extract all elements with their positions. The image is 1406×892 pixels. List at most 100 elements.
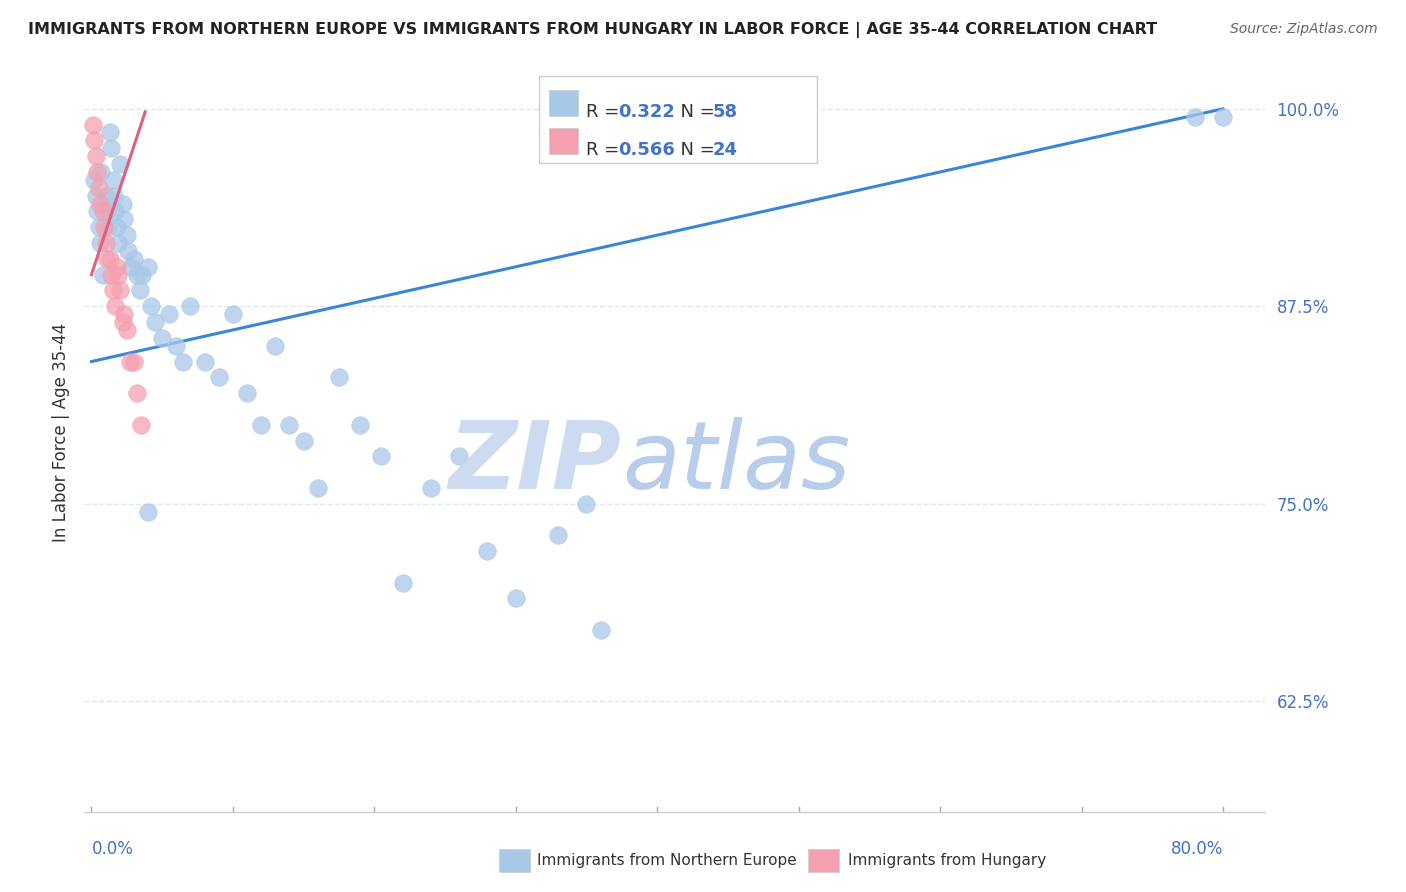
Point	[98, 252, 121, 266]
Point	[128, 284, 150, 298]
Text: R =: R =	[586, 141, 626, 159]
Text: Immigrants from Hungary: Immigrants from Hungary	[848, 854, 1046, 868]
Point	[112, 212, 135, 227]
Point	[328, 370, 350, 384]
Bar	[548, 90, 578, 116]
Y-axis label: In Labor Force | Age 35-44: In Labor Force | Age 35-44	[52, 323, 70, 542]
Point	[98, 126, 121, 140]
Point	[391, 575, 413, 590]
Point	[136, 505, 159, 519]
Point	[82, 118, 104, 132]
Point	[236, 386, 259, 401]
Point	[115, 323, 138, 337]
Point	[165, 339, 187, 353]
Point	[89, 196, 111, 211]
Text: 0.566: 0.566	[619, 141, 675, 159]
Point	[105, 260, 128, 274]
Point	[1184, 110, 1206, 124]
FancyBboxPatch shape	[538, 77, 817, 163]
Point	[107, 268, 129, 282]
Point	[112, 307, 135, 321]
Point	[94, 235, 117, 250]
Point	[111, 315, 134, 329]
Point	[120, 260, 142, 274]
Point	[84, 188, 107, 202]
Text: 58: 58	[713, 103, 738, 120]
Point	[104, 204, 127, 219]
Point	[278, 417, 301, 432]
Point	[107, 235, 129, 250]
Text: Source: ZipAtlas.com: Source: ZipAtlas.com	[1230, 22, 1378, 37]
Point	[90, 165, 112, 179]
Point	[118, 354, 141, 368]
Point	[91, 268, 114, 282]
Point	[96, 252, 118, 266]
Point	[505, 591, 527, 606]
Point	[101, 284, 124, 298]
Point	[477, 544, 499, 558]
Point	[89, 235, 111, 250]
Point	[86, 204, 108, 219]
Bar	[548, 128, 578, 153]
Point	[179, 299, 201, 313]
Text: atlas: atlas	[621, 417, 851, 508]
Point	[100, 268, 122, 282]
Point	[122, 354, 145, 368]
Text: ZIP: ZIP	[449, 417, 621, 509]
Text: 0.0%: 0.0%	[91, 840, 134, 858]
Text: 80.0%: 80.0%	[1171, 840, 1223, 858]
Point	[194, 354, 217, 368]
Point	[129, 417, 152, 432]
Point	[94, 188, 117, 202]
Text: 0.322: 0.322	[619, 103, 675, 120]
Point	[547, 528, 569, 542]
Point	[125, 268, 148, 282]
Point	[150, 331, 173, 345]
Point	[136, 260, 159, 274]
Point	[143, 315, 166, 329]
Text: N =: N =	[669, 103, 720, 120]
Point	[97, 220, 120, 235]
Point	[103, 188, 125, 202]
Point	[108, 157, 131, 171]
Point	[101, 173, 124, 187]
Point	[139, 299, 162, 313]
Point	[84, 149, 107, 163]
Text: R =: R =	[586, 103, 626, 120]
Point	[125, 386, 148, 401]
Point	[100, 141, 122, 155]
Point	[87, 181, 110, 195]
Point	[370, 450, 392, 464]
Point	[108, 284, 131, 298]
Point	[86, 165, 108, 179]
Point	[250, 417, 273, 432]
Text: IMMIGRANTS FROM NORTHERN EUROPE VS IMMIGRANTS FROM HUNGARY IN LABOR FORCE | AGE : IMMIGRANTS FROM NORTHERN EUROPE VS IMMIG…	[28, 22, 1157, 38]
Point	[264, 339, 287, 353]
Point	[115, 228, 138, 243]
Point	[87, 220, 110, 235]
Point	[419, 481, 441, 495]
Point	[292, 434, 315, 448]
Point	[104, 299, 127, 313]
Point	[449, 450, 471, 464]
Point	[131, 268, 153, 282]
Point	[589, 623, 612, 637]
Point	[105, 220, 128, 235]
Point	[83, 173, 105, 187]
Point	[157, 307, 180, 321]
Point	[93, 220, 115, 235]
Point	[122, 252, 145, 266]
Point	[208, 370, 231, 384]
Point	[111, 196, 134, 211]
Point	[172, 354, 194, 368]
Text: N =: N =	[669, 141, 720, 159]
Point	[575, 497, 598, 511]
Point	[96, 204, 118, 219]
Point	[1212, 110, 1234, 124]
Text: 24: 24	[713, 141, 738, 159]
Point	[91, 204, 114, 219]
Point	[307, 481, 329, 495]
Text: Immigrants from Northern Europe: Immigrants from Northern Europe	[537, 854, 797, 868]
Point	[83, 133, 105, 147]
Point	[117, 244, 139, 258]
